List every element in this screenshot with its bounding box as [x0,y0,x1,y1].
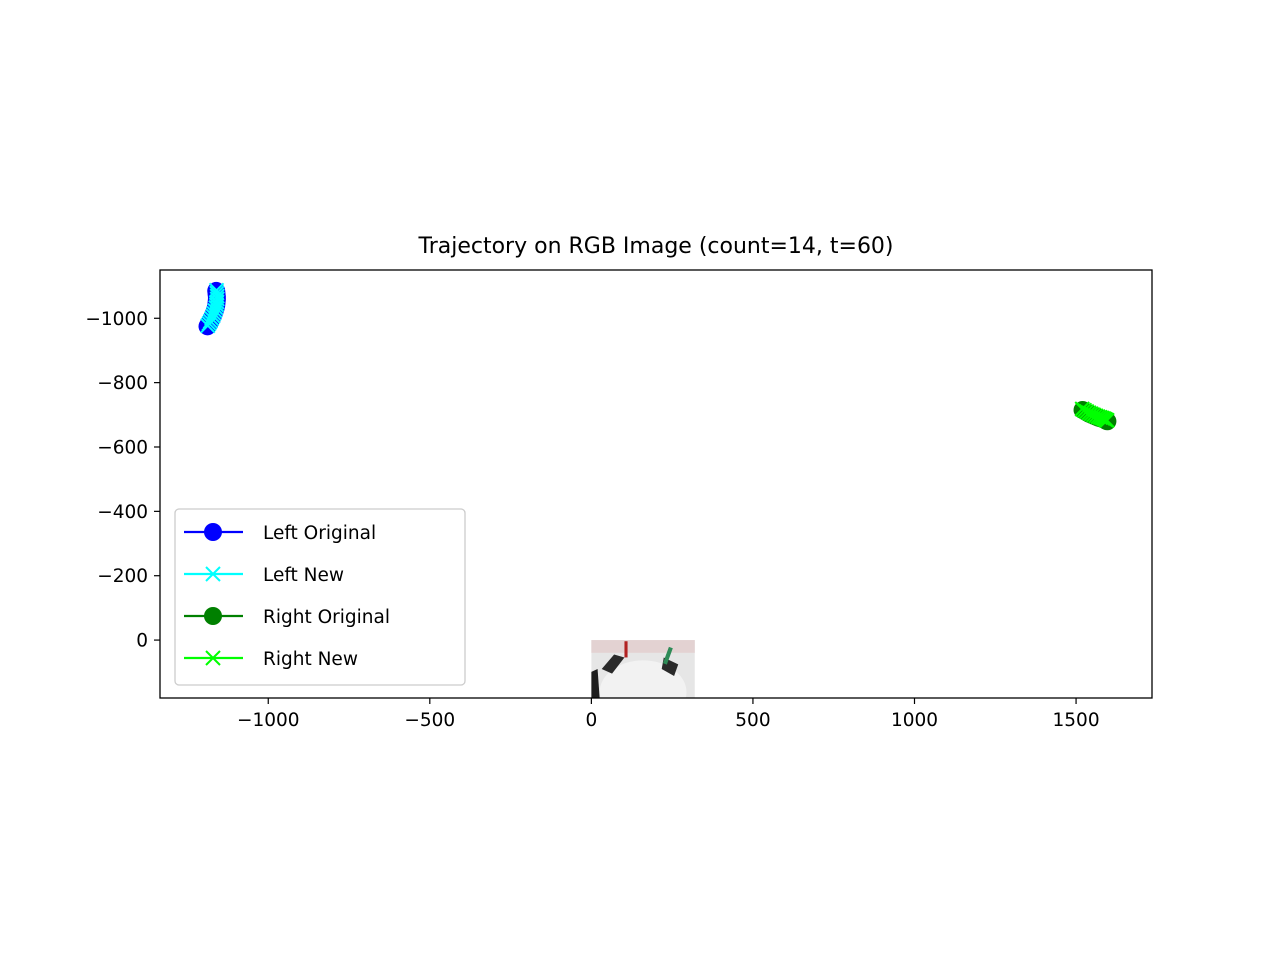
image-left-gripper [601,654,625,674]
legend-marker [205,650,221,666]
x-tick-label: −500 [404,710,455,731]
legend-box [174,508,466,686]
x-tick-label: 1000 [891,710,938,731]
legend-label: Left Original [263,523,376,544]
x-axis: −1000 −500 0 500 1000 1500 [237,698,1100,731]
data-point [209,285,225,301]
series-layer [198,281,1117,431]
chart-title: Trajectory on RGB Image (count=14, t=60) [417,234,893,259]
axes-frame [159,269,1153,699]
rgb-image-thumbnail [591,640,695,698]
y-tick-label: −1000 [85,309,148,330]
image-left-arm-base [591,669,600,698]
y-tick-label: −800 [97,373,148,394]
legend-label: Right Original [263,607,390,628]
x-tick-label: 500 [735,710,770,731]
series-right-new [1074,401,1115,428]
y-tick-label: 0 [136,631,148,652]
data-point [208,282,225,298]
image-wall [591,640,695,653]
image-green-object [662,646,673,665]
data-point [1099,412,1115,428]
image-red-object [624,641,628,658]
legend-label: Right New [263,649,358,670]
y-tick-label: −600 [97,437,148,458]
x-tick-label: −1000 [237,710,300,731]
data-point [205,308,221,324]
legend: Left Original Left New Right Original Right… [174,508,466,686]
legend-item: Left Original [184,523,376,544]
legend-marker [205,566,221,582]
plot-area [198,281,1117,698]
legend-item: Right Original [184,607,390,628]
y-axis: −1000 −800 −600 −400 −200 0 [85,309,160,652]
legend-label: Left New [263,565,344,586]
x-tick-label: 0 [585,710,597,731]
legend-marker [204,523,222,541]
legend-item: Left New [184,565,344,586]
data-point [206,305,222,322]
y-tick-label: −400 [97,502,148,523]
y-tick-label: −200 [97,566,148,587]
legend-item: Right New [184,649,358,670]
data-point [209,288,225,304]
series-left-new [200,282,225,334]
x-tick-label: 1500 [1053,710,1100,731]
legend-marker [204,607,222,625]
